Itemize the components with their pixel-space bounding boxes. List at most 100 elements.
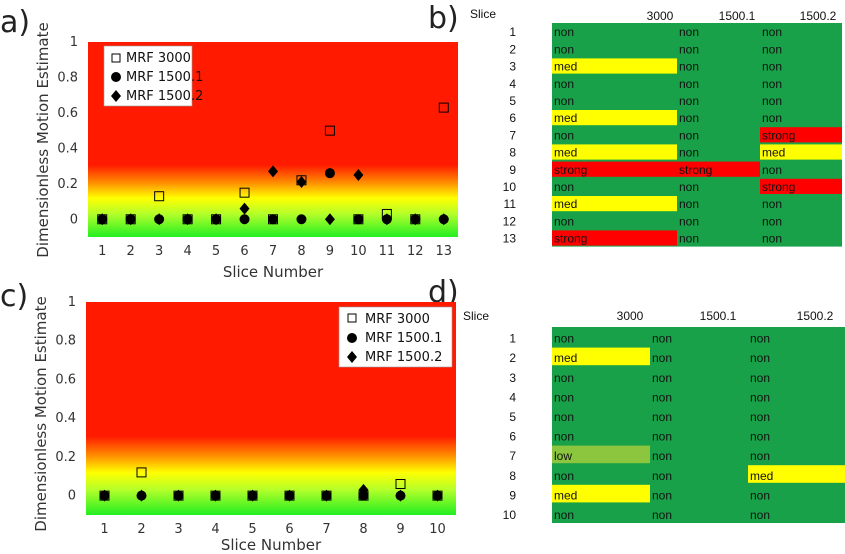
x-tick-label: 4	[211, 522, 219, 537]
x-tick-label: 11	[379, 244, 396, 259]
cell-text: non	[750, 390, 770, 404]
cell-text: non	[762, 197, 782, 211]
chart-a-ylabel: Dimensionless Motion Estimate	[34, 22, 52, 257]
x-tick-label: 10	[429, 522, 446, 537]
cell-highlight-med	[552, 347, 650, 366]
cell-text: non	[750, 449, 770, 463]
x-tick-label: 1	[98, 244, 106, 259]
cell-text: non	[679, 197, 699, 211]
slice-label: 1	[509, 25, 516, 39]
cell-highlight-med	[552, 144, 677, 160]
point-mrf-1500-2	[136, 489, 147, 502]
cell-text: non	[679, 77, 699, 91]
point-mrf-1500-2	[173, 489, 184, 502]
cell-text: non	[554, 42, 574, 56]
x-tick-label: 2	[137, 522, 145, 537]
cell-text: non	[750, 332, 770, 346]
cell-text: non	[750, 351, 770, 365]
cell-highlight-med	[748, 465, 845, 483]
cell-text: low	[554, 449, 572, 463]
cell-text: strong	[554, 163, 587, 177]
x-tick-label: 10	[350, 244, 367, 259]
point-mrf-1500-2	[125, 213, 136, 226]
point-mrf-3000	[136, 467, 147, 478]
chart-c-legend-item-1: MRF 1500.1	[365, 331, 442, 346]
x-tick-label: 7	[322, 522, 330, 537]
cell-text: non	[679, 146, 699, 160]
chart-c-legend-item-0: MRF 3000	[365, 312, 430, 327]
cell-text: med	[554, 351, 577, 365]
chart-c-legend: MRF 3000 MRF 1500.1 MRF 1500.2	[338, 306, 453, 368]
table-d-col-header-0: 3000	[617, 309, 644, 323]
chart-c-legend-box	[338, 306, 453, 368]
slice-label: 10	[503, 508, 517, 522]
point-mrf-1500-2	[211, 213, 222, 226]
cell-highlight-med	[552, 58, 677, 74]
point-mrf-1500-2	[284, 489, 295, 502]
slice-label: 9	[509, 163, 516, 177]
cell-text: non	[554, 508, 574, 522]
chart-a-xticks: 1 2 3 4 5 6 7 8 9 10 11 12 13	[98, 244, 452, 259]
chart-a: Dimensionless Motion Estimate Slice Numb…	[34, 22, 458, 281]
cell-text: non	[554, 371, 574, 385]
x-tick-label: 12	[407, 244, 424, 259]
x-tick-label: 3	[174, 522, 182, 537]
table-b: Slice 3000 1500.1 1500.2 1 non non non 2 non n…	[470, 7, 842, 247]
cell-highlight-strong	[552, 161, 677, 177]
x-tick-label: 2	[127, 244, 135, 259]
cell-highlight-strong	[677, 161, 760, 177]
cell-highlight-med	[552, 196, 677, 212]
point-mrf-1500-2	[395, 489, 406, 502]
cell-text: med	[554, 60, 577, 74]
cell-text: non	[554, 430, 574, 444]
slice-label: 1	[509, 332, 516, 346]
cell-highlight-strong	[760, 127, 842, 143]
cell-highlight-med	[552, 484, 650, 503]
chart-c-legend-item-2: MRF 1500.2	[365, 350, 442, 365]
point-mrf-3000	[438, 102, 449, 113]
panel-label-a: a)	[0, 5, 30, 40]
legend-square-icon	[347, 313, 357, 323]
cell-text: non	[554, 332, 574, 346]
legend-circle-icon	[111, 72, 121, 82]
legend-square-icon	[111, 53, 121, 63]
slice-label: 2	[509, 351, 516, 365]
slice-label: 13	[503, 232, 517, 246]
slice-label: 6	[509, 111, 516, 125]
cell-text: non	[762, 25, 782, 39]
legend-diamond-icon	[347, 351, 357, 363]
table-d-col-header-2: 1500.2	[797, 309, 834, 323]
point-mrf-1500-1	[296, 214, 307, 225]
x-tick-label: 4	[183, 244, 191, 259]
slice-label: 11	[504, 197, 517, 211]
cell-text: non	[750, 371, 770, 385]
y-tick-label: 0.8	[57, 70, 78, 85]
cell-text: non	[652, 449, 672, 463]
point-mrf-1500-1	[268, 214, 278, 225]
table-d-col-header-1: 1500.1	[700, 309, 737, 323]
point-mrf-1500-2	[432, 489, 443, 502]
cell-text: non	[652, 508, 672, 522]
y-tick-label: 0.6	[57, 106, 78, 121]
point-mrf-1500-2	[321, 489, 332, 502]
chart-a-legend: MRF 3000 MRF 1500.1 MRF 1500.2	[103, 45, 203, 107]
x-tick-label: 9	[396, 522, 404, 537]
table-d-rows: 1 non non non 2 med non non 3 non non non 4 non non non…	[503, 327, 845, 523]
cell-text: non	[679, 232, 699, 246]
point-mrf-1500-2	[97, 213, 108, 226]
point-mrf-1500-2	[410, 213, 421, 226]
point-mrf-1500-2	[324, 213, 335, 226]
x-tick-label: 9	[326, 244, 334, 259]
chart-a-legend-item-0: MRF 3000	[126, 51, 191, 66]
y-tick-label: 0.2	[55, 450, 76, 465]
x-tick-label: 1	[100, 522, 108, 537]
cell-text: non	[679, 180, 699, 194]
cell-highlight-strong	[760, 178, 842, 194]
table-b-col-header-1: 1500.1	[719, 9, 756, 23]
point-mrf-1500-2	[154, 213, 165, 226]
cell-text: non	[554, 94, 574, 108]
slice-label: 9	[509, 488, 516, 502]
slice-label: 3	[509, 371, 516, 385]
cell-text: med	[554, 197, 577, 211]
